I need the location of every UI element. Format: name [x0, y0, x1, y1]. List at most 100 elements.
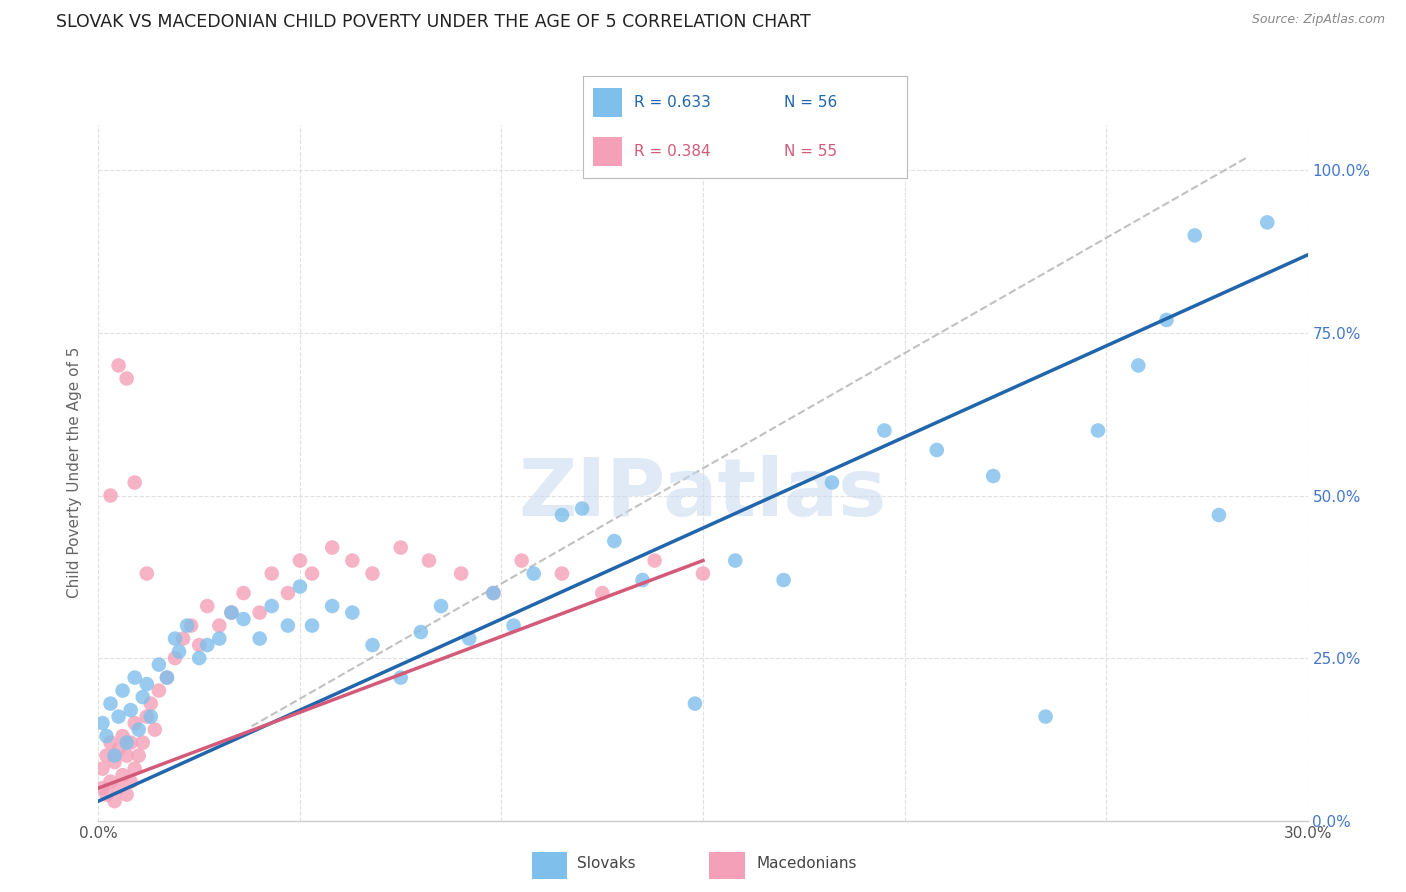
Point: [188, 638, 211, 652]
Point: [361, 566, 384, 581]
Point: [925, 442, 948, 457]
Point: [100, 697, 122, 711]
Point: [135, 677, 157, 691]
Point: [342, 606, 364, 620]
Point: [692, 566, 714, 581]
Point: [120, 703, 142, 717]
Point: [91, 762, 114, 776]
Point: [111, 683, 134, 698]
Point: [100, 489, 122, 503]
Text: N = 56: N = 56: [785, 95, 837, 110]
Point: [301, 566, 323, 581]
Point: [188, 651, 211, 665]
Point: [418, 553, 440, 567]
Point: [389, 671, 412, 685]
Point: [135, 566, 157, 581]
Point: [124, 475, 146, 490]
Point: [135, 709, 157, 723]
Point: [523, 566, 546, 581]
Point: [683, 697, 706, 711]
Point: [107, 781, 129, 796]
Point: [111, 768, 134, 782]
Point: [100, 736, 122, 750]
Point: [409, 625, 432, 640]
Point: [91, 781, 114, 796]
Point: [111, 729, 134, 743]
Point: [132, 736, 155, 750]
Point: [139, 697, 162, 711]
Point: [551, 508, 574, 522]
Point: [772, 573, 794, 587]
Point: [115, 736, 138, 750]
Point: [482, 586, 505, 600]
Point: [124, 762, 146, 776]
Point: [1156, 313, 1178, 327]
Point: [115, 748, 138, 763]
Point: [724, 553, 747, 567]
Text: Slovaks: Slovaks: [578, 855, 636, 871]
Point: [195, 638, 218, 652]
Point: [148, 683, 170, 698]
Point: [180, 618, 202, 632]
Point: [981, 469, 1004, 483]
Point: [1256, 215, 1278, 229]
FancyBboxPatch shape: [709, 852, 745, 879]
Point: [163, 651, 186, 665]
Point: [571, 501, 593, 516]
Point: [195, 599, 218, 613]
Point: [143, 723, 166, 737]
Point: [644, 553, 666, 567]
FancyBboxPatch shape: [531, 852, 568, 879]
Point: [277, 586, 299, 600]
Point: [96, 788, 118, 802]
Point: [100, 774, 122, 789]
Point: [103, 748, 125, 763]
Point: [288, 553, 311, 567]
Point: [458, 632, 481, 646]
Point: [156, 671, 179, 685]
Point: [91, 716, 114, 731]
Point: [208, 618, 231, 632]
Point: [163, 632, 186, 646]
Point: [115, 371, 138, 385]
Point: [107, 359, 129, 373]
Point: [232, 586, 254, 600]
Point: [107, 742, 129, 756]
Point: [103, 755, 125, 769]
Point: [249, 632, 271, 646]
Point: [208, 632, 231, 646]
Text: ZIPatlas: ZIPatlas: [519, 455, 887, 533]
Point: [502, 618, 524, 632]
Point: [120, 774, 142, 789]
Point: [342, 553, 364, 567]
Point: [221, 606, 243, 620]
Text: Source: ZipAtlas.com: Source: ZipAtlas.com: [1251, 13, 1385, 27]
Point: [482, 586, 505, 600]
Point: [115, 788, 138, 802]
Point: [821, 475, 844, 490]
Point: [128, 723, 150, 737]
Point: [221, 606, 243, 620]
Point: [551, 566, 574, 581]
Point: [172, 632, 194, 646]
Point: [176, 618, 198, 632]
Y-axis label: Child Poverty Under the Age of 5: Child Poverty Under the Age of 5: [67, 347, 83, 599]
Point: [277, 618, 299, 632]
Point: [288, 580, 311, 594]
Point: [1087, 424, 1109, 438]
Point: [510, 553, 533, 567]
Point: [124, 671, 146, 685]
Point: [603, 534, 626, 549]
Point: [103, 794, 125, 808]
Point: [132, 690, 155, 704]
Point: [631, 573, 654, 587]
FancyBboxPatch shape: [593, 88, 623, 117]
Point: [124, 716, 146, 731]
Point: [148, 657, 170, 672]
Point: [430, 599, 453, 613]
Text: N = 55: N = 55: [785, 145, 837, 160]
Point: [1128, 359, 1150, 373]
Point: [321, 541, 343, 555]
Point: [1208, 508, 1230, 522]
Point: [260, 566, 283, 581]
